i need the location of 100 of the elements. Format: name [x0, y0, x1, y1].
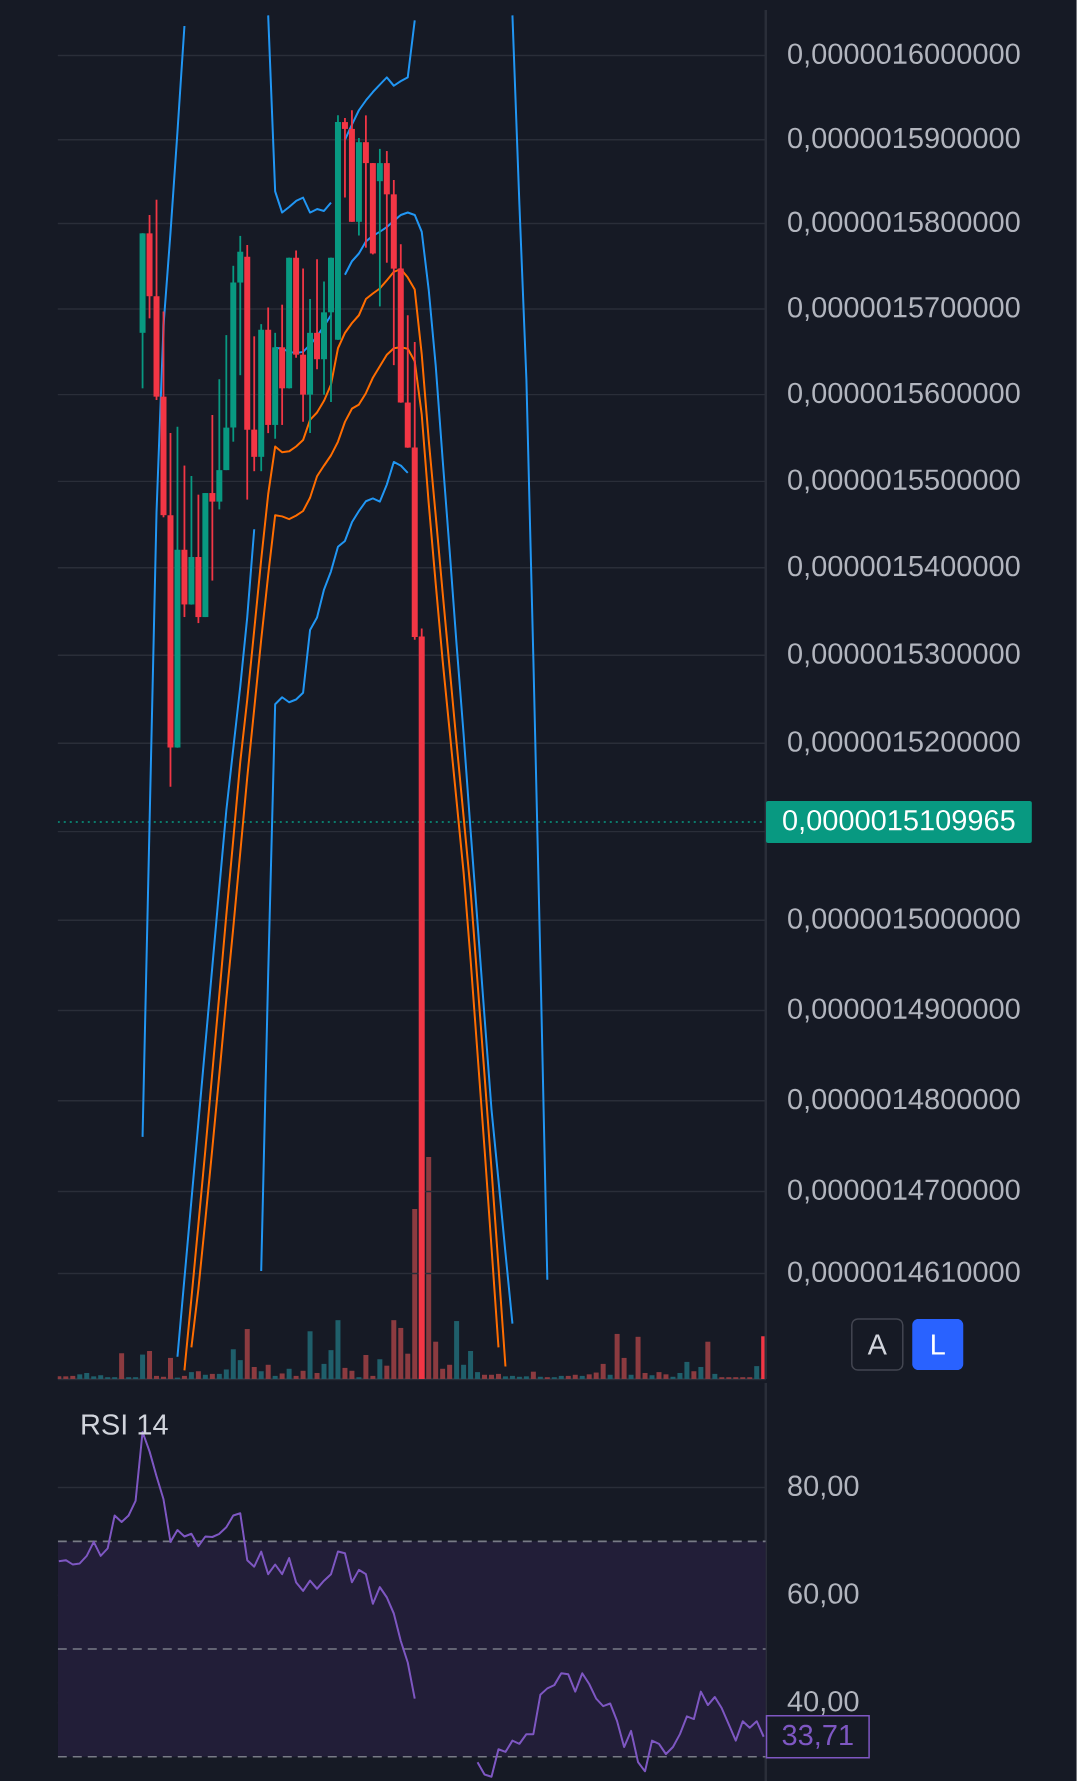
bar: [398, 1327, 404, 1379]
y-tick-label: 0,0000014610000: [788, 1261, 1020, 1286]
bar: [251, 1367, 257, 1379]
bar: [691, 1371, 697, 1379]
y-tick-label: 0,0000015500000: [788, 469, 1020, 494]
bar: [258, 1371, 264, 1379]
bar: [161, 1376, 167, 1379]
bar: [391, 1320, 397, 1379]
bar: [377, 1359, 383, 1379]
candlestick: [376, 147, 383, 308]
y-tick-label: 0,0000015300000: [788, 643, 1020, 668]
y-tick-label: 80,00: [788, 1475, 859, 1500]
bar: [461, 1364, 467, 1379]
bar: [684, 1361, 690, 1379]
bar: [279, 1373, 285, 1379]
bar: [314, 1373, 320, 1379]
bar: [202, 1374, 208, 1379]
bar: [670, 1376, 676, 1379]
bar: [565, 1375, 571, 1379]
bar: [628, 1374, 634, 1379]
bar: [209, 1373, 215, 1379]
bar: [426, 1156, 432, 1379]
y-tick-label: 0,0000014700000: [788, 1179, 1020, 1204]
bar: [586, 1374, 592, 1379]
line-series: [260, 460, 409, 1273]
bar: [698, 1367, 704, 1379]
candlestick: [342, 117, 349, 199]
bar: [579, 1375, 585, 1379]
candlestick: [362, 114, 369, 249]
bar: [440, 1368, 446, 1379]
bar: [265, 1364, 271, 1379]
bar: [216, 1373, 222, 1379]
bar: [489, 1374, 495, 1379]
bar: [300, 1370, 306, 1379]
bar: [621, 1357, 627, 1379]
bar: [363, 1355, 369, 1379]
bar: [656, 1372, 662, 1379]
bar: [712, 1373, 718, 1379]
y-tick-label: 0,0000015200000: [788, 731, 1020, 756]
bar: [524, 1376, 530, 1379]
bar: [663, 1374, 669, 1379]
ref-line-label: 0,0000015109965: [783, 809, 1015, 834]
bar: [370, 1375, 376, 1379]
bar: [63, 1376, 69, 1379]
bar: [237, 1360, 243, 1379]
bar: [572, 1374, 578, 1379]
bar: [168, 1357, 174, 1379]
bar: [223, 1369, 229, 1379]
bar: [558, 1375, 564, 1379]
bar: [705, 1341, 711, 1379]
bar: [384, 1365, 390, 1379]
bar: [635, 1336, 641, 1379]
bar: [119, 1353, 125, 1379]
bar: [607, 1374, 613, 1379]
bar: [754, 1366, 760, 1379]
bar: [530, 1371, 536, 1379]
y-tick-label: 0,0000014800000: [788, 1088, 1020, 1113]
bar: [517, 1376, 523, 1379]
y-tick-label: 0,0000015800000: [788, 211, 1020, 236]
text: 33,71: [782, 1724, 853, 1749]
candlestick: [209, 414, 216, 582]
bar: [154, 1375, 160, 1379]
bar: [468, 1351, 474, 1379]
bar: [182, 1375, 188, 1379]
bar: [405, 1353, 411, 1379]
bar: [189, 1372, 195, 1379]
bar: [140, 1354, 146, 1379]
y-tick-label: 60,00: [788, 1583, 859, 1608]
text: A: [867, 1334, 887, 1355]
bar: [496, 1373, 502, 1379]
y-tick-label: 0,0000015400000: [788, 555, 1020, 580]
bar: [349, 1370, 355, 1379]
bar: [503, 1376, 509, 1379]
bar: [482, 1374, 488, 1379]
bar: [614, 1333, 620, 1379]
y-tick-label: 0,0000016000000: [788, 43, 1020, 68]
bar: [307, 1331, 313, 1379]
y-tick-label: 0,0000015600000: [788, 382, 1020, 407]
bar: [70, 1375, 76, 1379]
bar: [147, 1351, 153, 1379]
bar: [677, 1373, 683, 1379]
bar: [447, 1364, 453, 1379]
y-tick-label: 0,0000015000000: [788, 908, 1020, 933]
bar: [84, 1373, 90, 1379]
bar: [593, 1372, 599, 1379]
bar: [412, 1208, 418, 1379]
bar: [537, 1376, 543, 1379]
bar: [196, 1371, 201, 1379]
bar: [649, 1375, 655, 1379]
bar: [77, 1374, 83, 1379]
bar: [230, 1349, 236, 1379]
bar: [642, 1373, 648, 1379]
bar: [57, 1376, 62, 1379]
bar: [91, 1376, 97, 1379]
bar: [454, 1321, 460, 1379]
bar: [433, 1341, 439, 1379]
bar: [600, 1363, 606, 1379]
bar: [272, 1375, 278, 1379]
text: L: [932, 1334, 945, 1355]
bar: [475, 1372, 481, 1379]
